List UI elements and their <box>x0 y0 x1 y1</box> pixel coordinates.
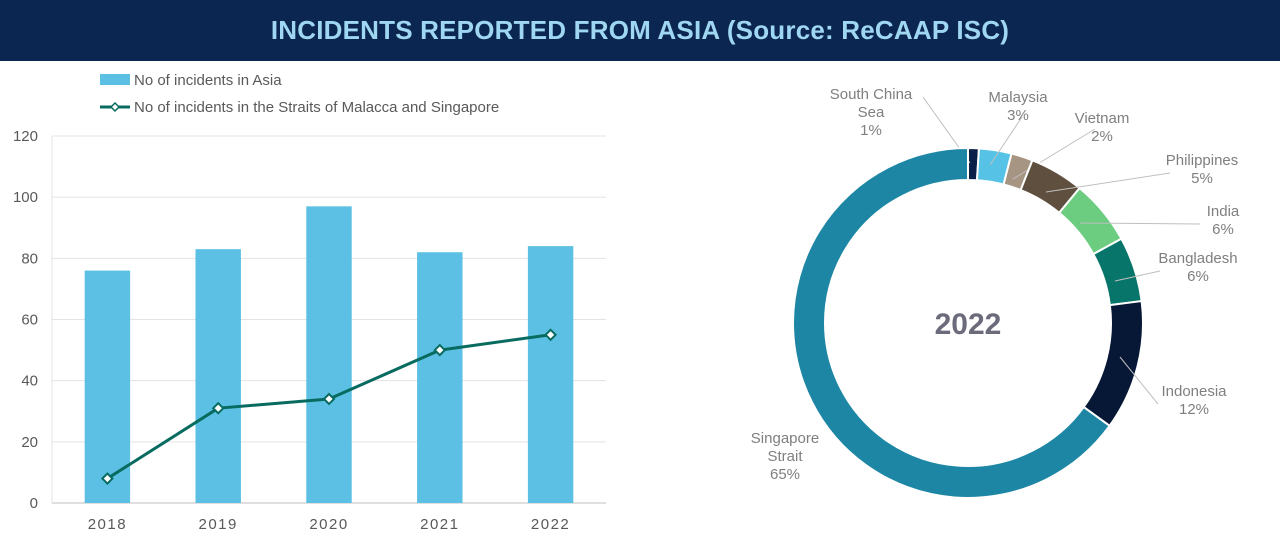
slice-label: Indonesia 12% <box>1161 383 1227 418</box>
bar-2021 <box>417 252 463 503</box>
legend-label-line: No of incidents in the Straits of Malacc… <box>134 99 499 116</box>
page-title: INCIDENTS REPORTED FROM ASIA (Source: Re… <box>270 15 1010 45</box>
line-point-2019 <box>211 401 225 415</box>
donut-slice-indonesia <box>1082 299 1144 428</box>
bar-line-chart: 0 20 40 60 80 100 120 2018 2019 2020 2021 2022 No of… <box>0 61 640 541</box>
legend-label-bar: No of incidents in Asia <box>134 72 282 89</box>
slice-label: Vietnam 2% <box>1075 110 1130 145</box>
title-bar: INCIDENTS REPORTED FROM ASIA (Source: Re… <box>0 0 1280 61</box>
leader-line <box>1114 270 1161 282</box>
leader-line <box>1012 128 1096 180</box>
legend-marker-line <box>109 101 121 113</box>
y-tick-label: 100 <box>13 189 38 206</box>
leader-line <box>1079 222 1201 225</box>
slice-label: India 6% <box>1207 203 1240 238</box>
donut-chart: South China Sea 1% Malaysia 3% Vietnam 2% Phili… <box>640 61 1280 541</box>
y-tick-label: 0 <box>30 495 38 512</box>
donut-center-label: 2022 <box>935 308 1002 341</box>
slice-label: Philippines 5% <box>1166 152 1239 187</box>
bar-2018 <box>84 270 131 503</box>
x-tick-label: 2020 <box>309 516 348 533</box>
line-point-2021 <box>433 343 447 357</box>
slice-label: Singapore Strait 65% <box>751 430 819 483</box>
slice-label: South China Sea 1% <box>830 86 913 139</box>
x-tick-label: 2022 <box>531 516 570 533</box>
leader-line <box>989 116 1023 166</box>
leader-line <box>1119 356 1159 405</box>
y-tick-label: 60 <box>21 312 38 329</box>
slice-label: Malaysia 3% <box>988 89 1048 124</box>
x-tick-label: 2018 <box>88 516 127 533</box>
y-tick-label: 20 <box>21 434 38 451</box>
bar-line-chart-svg: 0 20 40 60 80 100 120 2018 2019 2020 2021 2022 No of… <box>13 72 606 533</box>
x-tick-label: 2021 <box>420 516 459 533</box>
y-tick-label: 80 <box>21 250 38 267</box>
y-tick-label: 40 <box>21 373 38 390</box>
bar-2022 <box>527 246 574 503</box>
line-point-2020 <box>322 392 336 406</box>
line-point-2022 <box>544 328 558 342</box>
y-tick-label: 120 <box>13 128 38 145</box>
slice-label: Bangladesh 6% <box>1158 250 1237 285</box>
x-tick-label: 2019 <box>199 516 238 533</box>
donut-slice-singapore-strait <box>792 146 1111 499</box>
legend-swatch-bar <box>100 74 130 85</box>
bar-2020 <box>306 206 352 503</box>
line-point-2018 <box>100 472 114 485</box>
bar-2019 <box>195 249 241 503</box>
donut-chart-svg: South China Sea 1% Malaysia 3% Vietnam 2% Phili… <box>751 86 1240 499</box>
leader-line <box>1045 172 1171 193</box>
